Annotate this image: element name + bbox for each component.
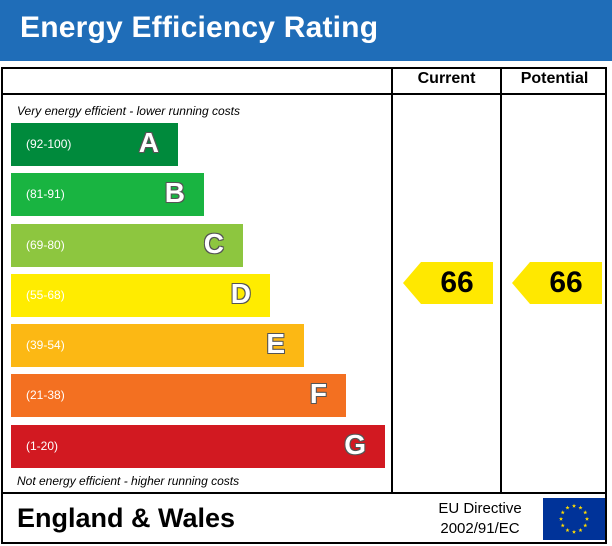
band-letter-f: F	[309, 378, 327, 409]
chart-title: Energy Efficiency Rating	[20, 11, 379, 44]
region-label: England & Wales	[17, 503, 236, 533]
eu-stars-icon	[558, 503, 590, 534]
eu-star-icon	[565, 505, 570, 510]
column-header-current: Current	[417, 70, 476, 87]
band-letter-c: C	[203, 228, 224, 259]
band-letter-e: E	[266, 328, 285, 359]
rating-band-a: (92-100) A	[11, 123, 178, 166]
divider-current	[391, 67, 393, 494]
eu-star-icon	[560, 510, 565, 515]
potential-rating-arrow: 66	[512, 262, 602, 304]
eu-star-icon	[571, 503, 577, 508]
directive-line-1: EU Directive	[438, 500, 522, 517]
directive-line-2: 2002/91/EC	[440, 520, 520, 537]
rating-band-d: (55-68) D	[11, 274, 270, 317]
band-letter-a: A	[138, 127, 159, 158]
band-range-e: (39-54)	[26, 338, 65, 352]
divider-potential	[500, 67, 502, 494]
eu-star-icon	[565, 528, 570, 533]
footer-divider	[1, 492, 607, 494]
column-header-potential: Potential	[520, 70, 589, 87]
eu-star-icon	[583, 523, 588, 528]
rating-band-f: (21-38) F	[11, 374, 346, 417]
current-rating-arrow: 66	[403, 262, 493, 304]
eu-star-icon	[558, 516, 564, 521]
eu-star-icon	[560, 523, 565, 528]
eu-star-icon	[578, 528, 583, 533]
note-efficient: Very energy efficient - lower running co…	[17, 104, 240, 118]
potential-rating-value: 66	[549, 266, 583, 299]
eu-flag-icon	[543, 498, 605, 540]
rating-band-g: (1-20) G	[11, 425, 385, 468]
rating-band-c: (69-80) C	[11, 224, 243, 267]
band-letter-g: G	[344, 429, 366, 460]
eu-star-icon	[571, 529, 577, 534]
rating-band-e: (39-54) E	[11, 324, 304, 367]
note-inefficient: Not energy efficient - higher running co…	[17, 474, 240, 488]
band-range-f: (21-38)	[26, 388, 65, 402]
rating-band-b: (81-91) B	[11, 173, 204, 216]
eu-star-icon	[578, 505, 583, 510]
eu-star-icon	[584, 516, 590, 521]
header-divider	[1, 93, 607, 95]
title-bar: Energy Efficiency Rating	[0, 0, 612, 61]
band-range-d: (55-68)	[26, 288, 65, 302]
band-range-g: (1-20)	[26, 439, 59, 453]
chart-frame	[1, 67, 607, 544]
band-letter-b: B	[164, 177, 185, 208]
band-range-c: (69-80)	[26, 238, 65, 252]
current-rating-value: 66	[440, 266, 474, 299]
band-range-b: (81-91)	[26, 187, 65, 201]
eu-star-icon	[583, 510, 588, 515]
band-letter-d: D	[230, 278, 251, 309]
band-range-a: (92-100)	[26, 137, 72, 151]
